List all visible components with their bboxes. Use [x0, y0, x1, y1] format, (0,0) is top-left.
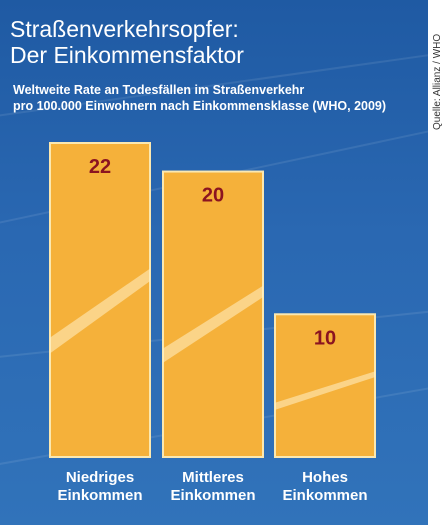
bar: [274, 313, 376, 459]
bar-value-label: 22: [89, 156, 111, 178]
bar-group: 20 Mittleres Einkommen: [162, 170, 264, 504]
chart-subtitle: Weltweite Rate an Todesfällen im Straßen…: [13, 82, 386, 114]
category-label: Mittleres Einkommen: [170, 469, 255, 504]
bar-highlight: [275, 371, 375, 410]
category-label: Hohes Einkommen: [282, 469, 367, 504]
bar-value-label: 10: [314, 327, 336, 349]
bar-highlight: [163, 285, 263, 363]
bar: [49, 142, 151, 458]
chart-title-line-2: Der Einkommensfaktor: [10, 42, 244, 68]
chart-subtitle-line-2: pro 100.000 Einwohnern nach Einkommenskl…: [13, 99, 387, 113]
chart-title-line-1: Straßenverkehrsopfer:: [10, 16, 239, 42]
chart-title: Straßenverkehrsopfer: Der Einkommensfakt…: [10, 16, 244, 68]
category-label: Niedriges Einkommen: [57, 469, 142, 504]
source-credit: Quelle: Allianz / WHO: [432, 33, 443, 130]
bar: [162, 170, 264, 459]
bar-chart: 22 Niedriges Einkommen 20 Mittleres Einkommen…: [49, 142, 376, 504]
bar-group: 10 Hohes Einkommen: [274, 313, 376, 504]
bar-group: 22 Niedriges Einkommen: [49, 142, 151, 504]
bar-highlight: [50, 268, 150, 354]
bar-value-label: 20: [202, 185, 224, 207]
chart-subtitle-line-1: Weltweite Rate an Todesfällen im Straßen…: [13, 83, 305, 97]
chart-panel: Straßenverkehrsopfer: Der Einkommensfakt…: [0, 0, 428, 525]
